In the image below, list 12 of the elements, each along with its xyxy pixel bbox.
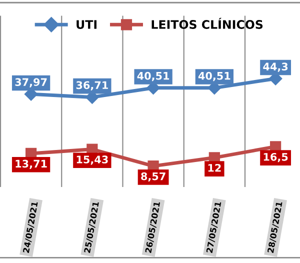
data-label: 15,43 (76, 156, 108, 165)
data-label: 8,57 (141, 172, 166, 182)
legend-label: LEITOS CLÍNICOS (152, 18, 263, 29)
data-label: 37,97 (15, 78, 47, 88)
data-label: 16,5 (264, 152, 288, 162)
data-label: 12 (208, 164, 221, 172)
data-label: 13,71 (16, 160, 47, 169)
legend-label: UTI (76, 20, 96, 29)
data-label: 36,71 (76, 81, 108, 90)
data-label: 40,51 (198, 72, 230, 82)
data-label: 40,51 (137, 72, 170, 82)
data-label: 44,3 (263, 62, 288, 72)
